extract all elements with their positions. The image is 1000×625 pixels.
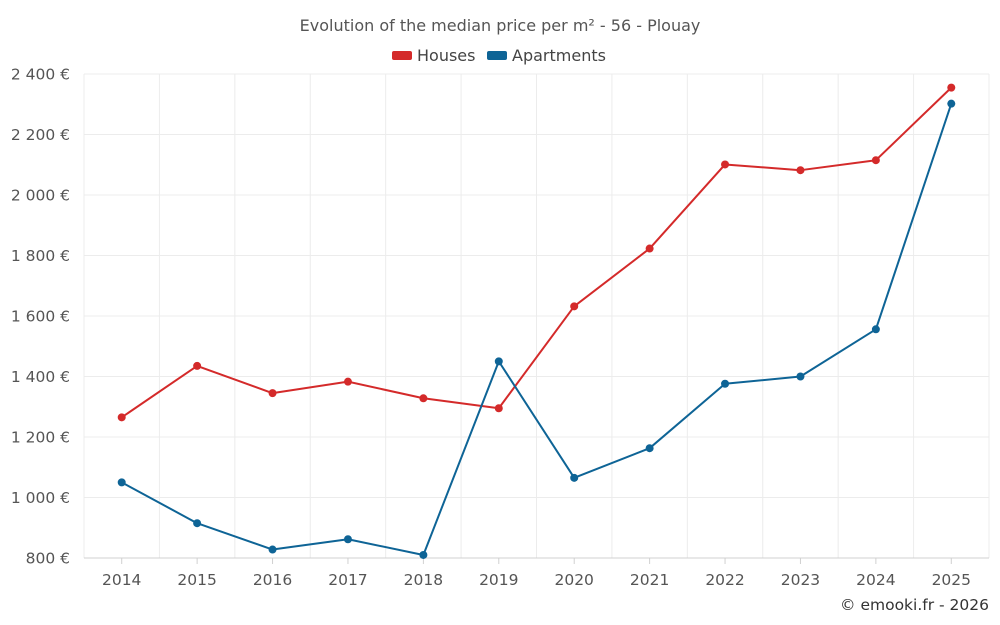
x-tick-label: 2023: [781, 571, 820, 589]
y-tick-label: 1 200 €: [11, 429, 70, 447]
legend-item-apartments[interactable]: Apartments: [487, 46, 606, 65]
data-point-apartments[interactable]: [721, 379, 730, 388]
legend-swatch: [487, 51, 507, 60]
data-point-apartments[interactable]: [494, 357, 503, 366]
x-tick-label: 2016: [253, 571, 292, 589]
data-point-houses[interactable]: [193, 361, 202, 370]
credit-text: © emooki.fr - 2026: [840, 596, 989, 614]
data-point-apartments[interactable]: [343, 535, 352, 544]
series-line-houses: [121, 86, 952, 419]
series-apartments[interactable]: [117, 99, 956, 559]
data-point-apartments[interactable]: [419, 550, 428, 559]
x-tick-label: 2022: [705, 571, 744, 589]
data-point-houses[interactable]: [796, 166, 805, 175]
y-tick-label: 1 800 €: [11, 247, 70, 265]
data-point-apartments[interactable]: [570, 473, 579, 482]
data-point-apartments[interactable]: [871, 325, 880, 334]
data-point-houses[interactable]: [343, 377, 352, 386]
x-tick-label: 2020: [554, 571, 593, 589]
y-tick-label: 1 600 €: [11, 308, 70, 326]
x-tick-label: 2025: [932, 571, 971, 589]
data-point-apartments[interactable]: [193, 519, 202, 528]
chart-title: Evolution of the median price per m² - 5…: [300, 16, 701, 35]
x-tick-label: 2017: [328, 571, 367, 589]
x-tick-label: 2018: [404, 571, 443, 589]
series-line-apartments: [121, 103, 953, 556]
y-axis: 800 € 1 000 € 1 200 € 1 400 € 1 600 € 1 800 €…: [11, 66, 70, 568]
data-point-apartments[interactable]: [117, 478, 126, 487]
data-point-houses[interactable]: [117, 413, 126, 422]
legend-item-houses[interactable]: Houses: [392, 46, 475, 65]
data-point-apartments[interactable]: [796, 372, 805, 381]
x-tick-label: 2015: [177, 571, 216, 589]
y-tick-label: 2 400 €: [11, 66, 70, 84]
data-point-apartments[interactable]: [645, 444, 654, 453]
data-point-houses[interactable]: [268, 389, 277, 398]
x-tick-label: 2014: [102, 571, 141, 589]
x-tick-label: 2024: [856, 571, 895, 589]
data-point-houses[interactable]: [570, 302, 579, 311]
legend-label: Apartments: [512, 46, 606, 65]
y-tick-label: 1 000 €: [11, 489, 70, 507]
y-tick-label: 1 400 €: [11, 368, 70, 386]
legend-label: Houses: [417, 46, 475, 65]
x-tick-label: 2019: [479, 571, 518, 589]
data-point-apartments[interactable]: [268, 545, 277, 554]
y-tick-label: 2 200 €: [11, 126, 70, 144]
legend[interactable]: Houses Apartments: [392, 46, 606, 65]
data-point-houses[interactable]: [947, 83, 956, 92]
data-point-houses[interactable]: [419, 394, 428, 403]
legend-swatch: [392, 51, 412, 60]
series-layer: [117, 83, 956, 559]
data-point-apartments[interactable]: [947, 99, 956, 108]
data-point-houses[interactable]: [871, 156, 880, 165]
data-point-houses[interactable]: [721, 160, 730, 169]
series-houses[interactable]: [117, 83, 956, 422]
y-tick-label: 800 €: [26, 550, 70, 568]
x-axis: 2014 2015 2016 2017 2018 2019 2020 2021 2022 2023…: [84, 557, 989, 589]
x-tick-label: 2021: [630, 571, 669, 589]
y-tick-label: 2 000 €: [11, 187, 70, 205]
gridlines: [83, 73, 990, 558]
data-point-houses[interactable]: [494, 404, 503, 413]
data-point-houses[interactable]: [645, 244, 654, 253]
